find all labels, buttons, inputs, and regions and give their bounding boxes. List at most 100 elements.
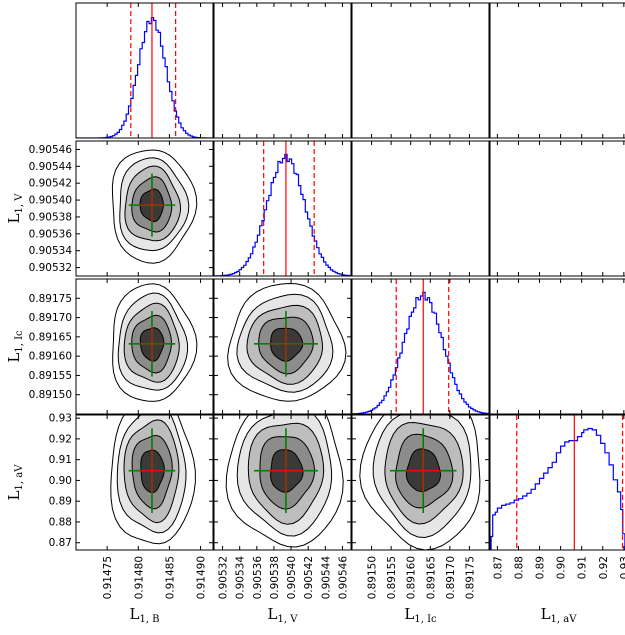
panel-frame — [489, 2, 625, 139]
histogram-steps — [214, 153, 351, 276]
x-tick-label: 0.90538 — [269, 556, 281, 599]
panel-frame — [75, 278, 214, 415]
x-axis-label-main: L — [129, 605, 139, 623]
x-tick-label: 0.89170 — [445, 556, 457, 599]
y-axis-label-main: L — [5, 213, 23, 223]
y-tick-label: 0.87 — [49, 537, 72, 549]
panel-0-1 — [213, 2, 352, 139]
panel-2-1 — [213, 278, 352, 415]
x-axis-label: L1, Ic — [404, 605, 437, 625]
x-tick-label: 0.89155 — [386, 556, 398, 599]
panel-content-3-0 — [110, 415, 196, 545]
x-tick-label: 0.89165 — [425, 556, 437, 599]
y-axis-label-main: L — [5, 353, 23, 363]
x-tick-label: 0.91490 — [196, 556, 208, 599]
histogram-steps — [352, 291, 489, 414]
x-tick-label: 0.90 — [556, 556, 568, 579]
y-axis-label-sub: 1, Ic — [14, 330, 25, 353]
x-tick-label: 0.90544 — [320, 556, 332, 600]
panel-content-2-0 — [112, 283, 198, 402]
x-axis-label-main: L — [541, 605, 551, 623]
y-tick-label: 0.89 — [49, 496, 72, 508]
x-tick-label: 0.90534 — [235, 556, 247, 600]
panel-1-0 — [75, 140, 214, 277]
panel-1-1 — [213, 140, 352, 277]
y-tick-label: 0.90546 — [29, 144, 73, 156]
y-axis-label-sub: 1, V — [14, 193, 25, 214]
y-axis-label: L1, aV — [5, 464, 25, 501]
panel-content-2-2 — [352, 279, 489, 414]
panel-frame — [351, 278, 490, 415]
x-tick-label: 0.87 — [492, 556, 504, 579]
y-axis-label-sub: 1, aV — [14, 464, 25, 491]
panel-3-2 — [351, 414, 490, 551]
y-tick-label: 0.92 — [49, 433, 72, 445]
panel-0-2 — [351, 2, 490, 139]
x-tick-label: 0.90546 — [337, 556, 349, 600]
panel-0-3 — [489, 2, 625, 139]
histogram-steps — [490, 427, 625, 550]
x-axis-label: L1, B — [129, 605, 159, 625]
panel-frame — [351, 2, 490, 139]
x-tick-label: 0.90542 — [303, 556, 315, 599]
y-tick-label: 0.90538 — [29, 211, 72, 223]
panel-content-1-0 — [111, 149, 198, 264]
x-tick-label: 0.91 — [577, 556, 589, 579]
x-tick-label: 0.89160 — [406, 556, 418, 599]
panel-frame — [75, 140, 214, 277]
x-tick-label: 0.89 — [535, 556, 547, 579]
panel-frame — [213, 414, 352, 551]
y-tick-label: 0.89165 — [29, 331, 72, 343]
x-tick-label: 0.91475 — [102, 556, 114, 599]
panel-frame — [213, 140, 352, 277]
panel-content-2-1 — [227, 282, 347, 402]
x-axis-label-sub: 1, Ic — [414, 614, 437, 625]
x-axis-label-main: L — [404, 605, 414, 623]
x-tick-label: 0.91485 — [164, 556, 176, 599]
panel-1-2 — [351, 140, 490, 277]
panel-2-3 — [489, 278, 625, 415]
x-tick-label: 0.90536 — [252, 556, 264, 600]
x-axis-label-sub: 1, B — [139, 614, 159, 625]
panel-frame — [75, 2, 214, 139]
y-tick-label: 0.89150 — [29, 389, 72, 401]
panel-frame — [489, 140, 625, 277]
panel-1-3 — [489, 140, 625, 277]
x-tick-label: 0.88 — [514, 556, 526, 579]
x-tick-label: 0.92 — [598, 556, 610, 579]
panel-frame — [351, 414, 490, 551]
y-axis-label: L1, Ic — [5, 330, 25, 363]
x-tick-label: 0.89150 — [367, 556, 379, 599]
panel-2-2 — [351, 278, 490, 415]
panel-frame — [351, 140, 490, 277]
panel-content-3-1 — [225, 415, 344, 548]
y-tick-label: 0.89155 — [29, 370, 72, 382]
y-tick-label: 0.93 — [49, 413, 72, 425]
panel-3-3 — [489, 414, 625, 551]
y-tick-label: 0.90542 — [29, 178, 72, 190]
panel-content-0-0 — [76, 3, 213, 138]
x-axis-label-sub: 1, V — [278, 614, 299, 625]
y-axis-label: L1, V — [5, 193, 25, 224]
panel-content-3-3 — [490, 415, 625, 550]
x-tick-label: 0.89175 — [464, 556, 476, 599]
panel-frame — [489, 414, 625, 551]
histogram-steps — [76, 17, 213, 138]
panel-3-1 — [213, 414, 352, 551]
y-tick-label: 0.90534 — [29, 245, 73, 257]
x-tick-label: 0.90532 — [218, 556, 230, 599]
panel-frame — [75, 414, 214, 551]
x-tick-label: 0.93 — [619, 556, 625, 579]
y-tick-label: 0.89170 — [29, 312, 72, 324]
y-tick-label: 0.91 — [49, 454, 72, 466]
panel-3-0 — [75, 414, 214, 551]
x-tick-label: 0.90540 — [286, 556, 298, 599]
x-tick-label: 0.91480 — [133, 556, 145, 599]
y-tick-label: 0.90532 — [29, 262, 72, 274]
y-tick-label: 0.90544 — [29, 161, 73, 173]
x-axis-label: L1, V — [268, 605, 299, 625]
panel-0-0 — [75, 2, 214, 139]
y-tick-label: 0.89175 — [29, 293, 72, 305]
